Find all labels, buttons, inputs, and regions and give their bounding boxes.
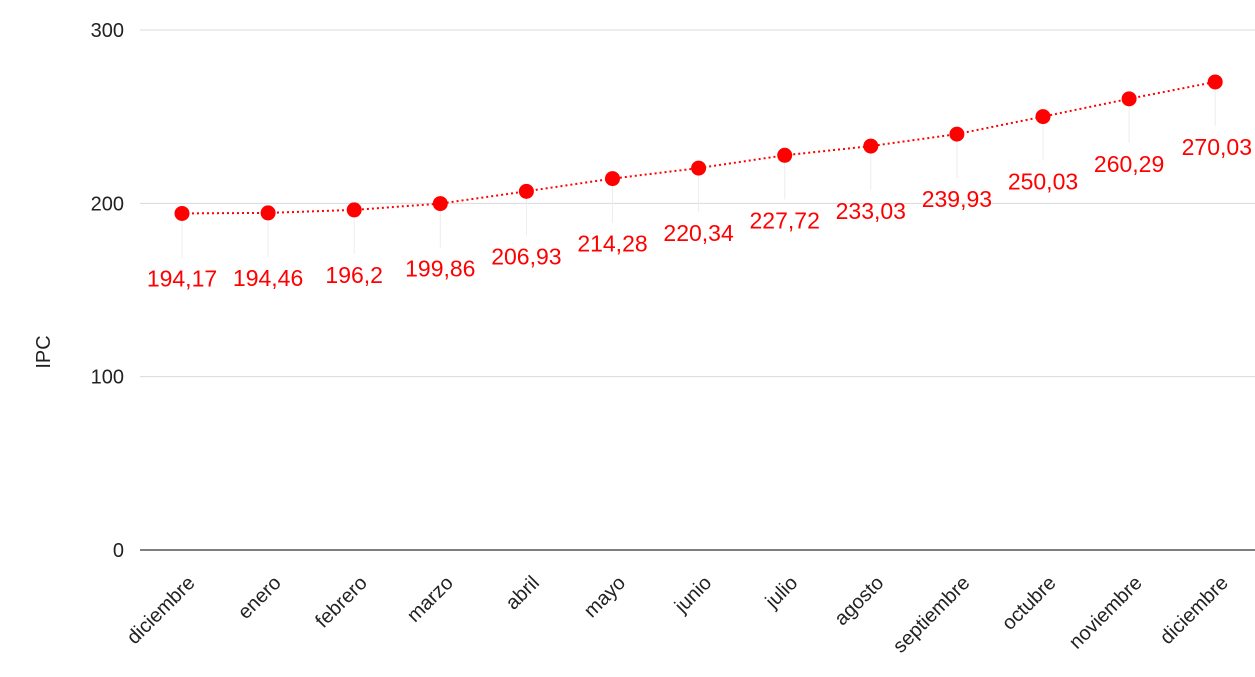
x-tick-label: julio	[761, 572, 802, 613]
y-tick-label: 100	[91, 367, 124, 389]
data-point	[605, 171, 620, 187]
data-label: 196,2	[325, 262, 383, 288]
y-tick-label: 0	[113, 540, 124, 562]
data-label: 214,28	[577, 231, 647, 257]
x-tick-label: octubre	[998, 572, 1061, 635]
data-label: 199,86	[405, 256, 475, 282]
y-axis-ticks: 0 100 200 300	[91, 20, 124, 562]
x-tick-label: enero	[234, 572, 286, 624]
gridlines	[140, 29, 1255, 378]
data-point	[949, 126, 965, 142]
data-label: 239,93	[922, 186, 992, 212]
data-point	[432, 196, 448, 212]
x-tick-label: diciembre	[1156, 572, 1233, 649]
data-label: 260,29	[1094, 151, 1164, 177]
data-point	[691, 160, 707, 176]
x-tick-label: mayo	[580, 572, 630, 622]
data-point	[777, 147, 793, 163]
data-point	[346, 202, 362, 218]
data-label: 206,93	[491, 243, 561, 269]
data-label: 233,03	[836, 198, 906, 224]
data-point	[863, 138, 879, 154]
data-labels: 194,17 194,46 196,2 199,86 206,93 214,28 220,3…	[147, 134, 1252, 291]
y-tick-label: 200	[91, 193, 124, 215]
data-label: 250,03	[1008, 169, 1078, 195]
data-point	[1035, 109, 1051, 125]
data-point	[1207, 74, 1223, 90]
data-label: 194,46	[233, 265, 303, 291]
x-tick-label: junio	[670, 572, 716, 618]
x-tick-label: febrero	[311, 572, 371, 632]
x-tick-label: septiembre	[889, 572, 975, 658]
x-tick-label: noviembre	[1065, 572, 1147, 654]
x-tick-label: agosto	[830, 572, 888, 630]
data-point	[174, 205, 190, 221]
y-tick-label: 300	[91, 20, 124, 42]
data-point	[1121, 91, 1137, 107]
x-axis-ticks: diciembre enero febrero marzo abril mayo junio…	[123, 572, 1233, 658]
data-label: 220,34	[663, 220, 734, 246]
data-points	[174, 74, 1223, 221]
y-axis-title: IPC	[33, 335, 55, 368]
data-label: 194,17	[147, 265, 217, 291]
data-point	[260, 205, 276, 221]
data-label: 227,72	[750, 207, 820, 233]
data-label: 270,03	[1182, 134, 1252, 160]
x-tick-label: diciembre	[123, 572, 200, 649]
data-point	[518, 183, 534, 199]
x-tick-label: abril	[502, 572, 544, 614]
x-tick-label: marzo	[403, 572, 458, 627]
